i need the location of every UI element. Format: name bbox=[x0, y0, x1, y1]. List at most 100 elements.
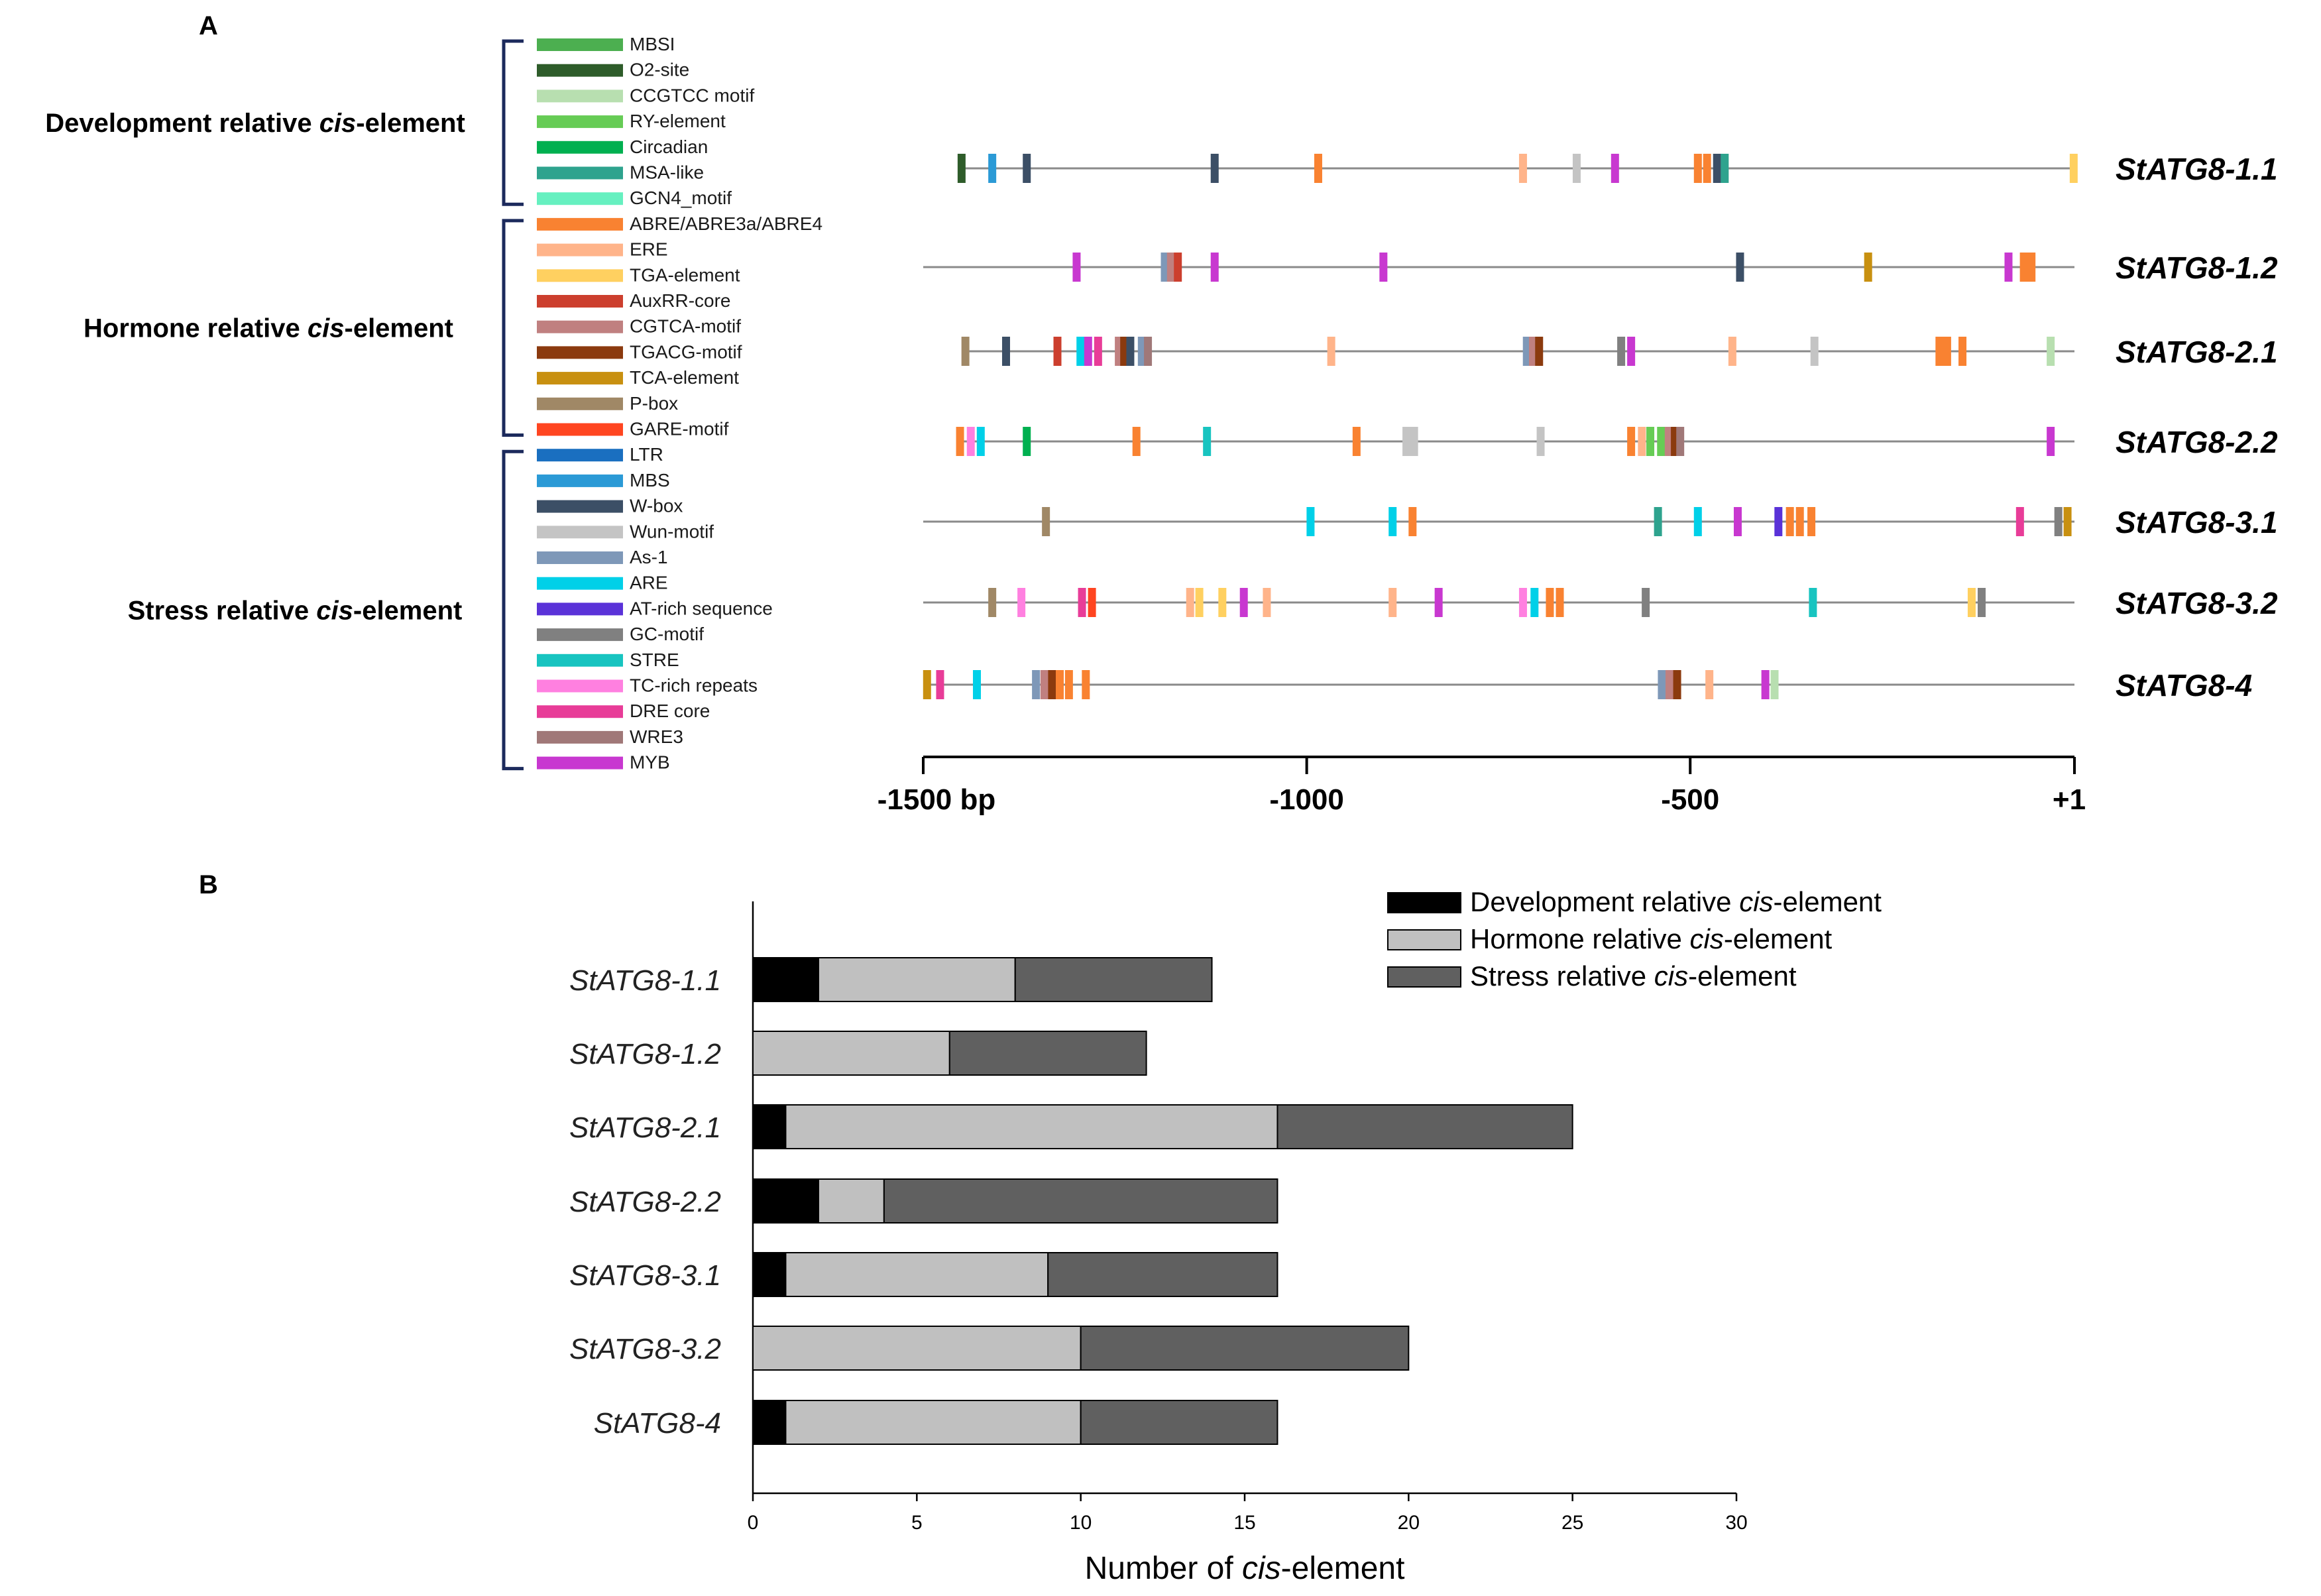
gene-label-statg8-3-2: StATG8-3.2 bbox=[2116, 586, 2278, 620]
legend-label-wre3: WRE3 bbox=[630, 726, 683, 747]
element-statg8-3-2-9 bbox=[1388, 588, 1397, 617]
element-statg8-4-3 bbox=[1032, 670, 1041, 699]
group-label-0: Development relative cis-element bbox=[45, 109, 465, 138]
element-statg8-1-1-11 bbox=[1721, 154, 1729, 183]
element-statg8-4-2 bbox=[973, 670, 982, 699]
bar-statg8-1-1-development-relative-cis-element bbox=[752, 957, 819, 1002]
element-statg8-1-2-5 bbox=[1379, 253, 1388, 282]
element-statg8-1-1-0 bbox=[957, 154, 966, 183]
element-statg8-1-1-10 bbox=[1713, 154, 1721, 183]
element-statg8-2-2-9 bbox=[1536, 427, 1545, 456]
b-category-label-statg8-1-2: StATG8-1.2 bbox=[569, 1038, 721, 1070]
element-statg8-3-2-1 bbox=[1017, 588, 1026, 617]
element-statg8-3-2-11 bbox=[1518, 588, 1527, 617]
bar-statg8-1-1-stress-relative-cis-element bbox=[1014, 957, 1213, 1002]
element-statg8-4-10 bbox=[1665, 670, 1673, 699]
element-statg8-3-2-3 bbox=[1088, 588, 1096, 617]
b-legend-swatch-0 bbox=[1387, 892, 1461, 913]
element-statg8-4-0 bbox=[923, 670, 931, 699]
panel-label-b: B bbox=[199, 870, 218, 899]
element-statg8-2-1-3 bbox=[1076, 337, 1085, 366]
element-statg8-2-2-1 bbox=[966, 427, 975, 456]
element-statg8-4-11 bbox=[1673, 670, 1681, 699]
element-statg8-1-2-9 bbox=[2019, 253, 2028, 282]
group-bracket-0 bbox=[502, 39, 524, 206]
element-statg8-1-2-3 bbox=[1174, 253, 1182, 282]
b-x-tick-label-4: 20 bbox=[1398, 1512, 1420, 1534]
element-statg8-2-1-20 bbox=[1943, 337, 1951, 366]
b-category-label-statg8-1-1: StATG8-1.1 bbox=[569, 964, 721, 997]
legend-label-wun-motif: Wun-motif bbox=[630, 521, 714, 542]
element-statg8-2-1-18 bbox=[1810, 337, 1819, 366]
bar-statg8-2-2-stress-relative-cis-element bbox=[883, 1178, 1278, 1224]
element-statg8-2-1-5 bbox=[1094, 337, 1102, 366]
b-x-tick-label-5: 25 bbox=[1561, 1512, 1583, 1534]
element-statg8-3-2-0 bbox=[988, 588, 997, 617]
element-statg8-2-2-5 bbox=[1203, 427, 1212, 456]
element-statg8-2-2-17 bbox=[2047, 427, 2055, 456]
legend-swatch-cgtca-motif bbox=[537, 320, 623, 333]
gene-label-statg8-2-2: StATG8-2.2 bbox=[2116, 425, 2278, 459]
legend-swatch-mbsi bbox=[537, 38, 623, 51]
legend-label-stre: STRE bbox=[630, 650, 679, 670]
legend-swatch-stre bbox=[537, 654, 623, 667]
element-statg8-1-2-0 bbox=[1072, 253, 1081, 282]
element-statg8-1-2-8 bbox=[2004, 253, 2013, 282]
group-label-1: Hormone relative cis-element bbox=[84, 314, 453, 343]
element-statg8-4-9 bbox=[1658, 670, 1666, 699]
element-statg8-1-2-1 bbox=[1160, 253, 1169, 282]
legend-label-o2-site: O2-site bbox=[630, 60, 689, 80]
element-statg8-4-8 bbox=[1082, 670, 1090, 699]
b-x-tick-label-0: 0 bbox=[748, 1512, 759, 1534]
legend-swatch-gcn4-motif bbox=[537, 192, 623, 205]
element-statg8-4-1 bbox=[936, 670, 944, 699]
legend-label-mbsi: MBSI bbox=[630, 34, 675, 54]
element-statg8-2-1-13 bbox=[1528, 337, 1537, 366]
position-tick-label-3: +1 bbox=[2053, 783, 2086, 816]
legend-swatch-p-box bbox=[537, 397, 623, 410]
bar-statg8-2-2-development-relative-cis-element bbox=[752, 1178, 819, 1224]
element-statg8-2-1-16 bbox=[1627, 337, 1636, 366]
element-statg8-3-2-15 bbox=[1642, 588, 1650, 617]
b-category-label-statg8-2-1: StATG8-2.1 bbox=[569, 1112, 721, 1144]
element-statg8-3-2-18 bbox=[1977, 588, 1986, 617]
b-category-label-statg8-3-1: StATG8-3.1 bbox=[569, 1259, 721, 1292]
bar-statg8-3-1-stress-relative-cis-element bbox=[1047, 1252, 1278, 1297]
b-category-label-statg8-3-2: StATG8-3.2 bbox=[569, 1333, 721, 1365]
element-statg8-1-2-7 bbox=[1864, 253, 1872, 282]
legend-label-auxrr-core: AuxRR-core bbox=[630, 290, 730, 311]
legend-label-myb: MYB bbox=[630, 752, 670, 773]
legend-swatch-w-box bbox=[537, 500, 623, 513]
b-legend-swatch-1 bbox=[1387, 929, 1461, 950]
element-statg8-3-1-11 bbox=[2015, 507, 2024, 536]
element-statg8-3-1-4 bbox=[1654, 507, 1662, 536]
element-statg8-1-1-7 bbox=[1611, 154, 1619, 183]
b-legend-label-0: Development relative cis-element bbox=[1470, 886, 1882, 917]
element-statg8-2-1-4 bbox=[1084, 337, 1092, 366]
element-statg8-2-2-7 bbox=[1402, 427, 1411, 456]
element-statg8-2-2-2 bbox=[976, 427, 985, 456]
element-statg8-2-2-8 bbox=[1410, 427, 1418, 456]
element-statg8-3-2-7 bbox=[1239, 588, 1248, 617]
element-statg8-4-4 bbox=[1040, 670, 1048, 699]
bar-statg8-1-2-stress-relative-cis-element bbox=[948, 1031, 1147, 1076]
legend-clip-mask bbox=[842, 213, 881, 237]
element-statg8-2-1-19 bbox=[1935, 337, 1944, 366]
element-statg8-3-2-5 bbox=[1195, 588, 1204, 617]
b-x-tick-label-1: 5 bbox=[911, 1512, 923, 1534]
b-x-tick-label-6: 30 bbox=[1725, 1512, 1747, 1534]
element-statg8-4-13 bbox=[1761, 670, 1770, 699]
legend-label-ltr: LTR bbox=[630, 444, 663, 465]
element-statg8-4-7 bbox=[1064, 670, 1073, 699]
legend-swatch-are bbox=[537, 577, 623, 590]
b-legend-label-2: Stress relative cis-element bbox=[1470, 960, 1797, 992]
legend-label-gcn4-motif: GCN4_motif bbox=[630, 188, 732, 208]
legend-swatch-tc-rich-repeats bbox=[537, 679, 623, 693]
bar-statg8-1-1-hormone-relative-cis-element bbox=[817, 957, 1016, 1002]
element-statg8-2-2-13 bbox=[1657, 427, 1666, 456]
bar-statg8-2-1-development-relative-cis-element bbox=[752, 1104, 787, 1149]
element-statg8-2-1-12 bbox=[1522, 337, 1531, 366]
element-statg8-1-1-4 bbox=[1314, 154, 1322, 183]
element-statg8-3-1-8 bbox=[1785, 507, 1794, 536]
